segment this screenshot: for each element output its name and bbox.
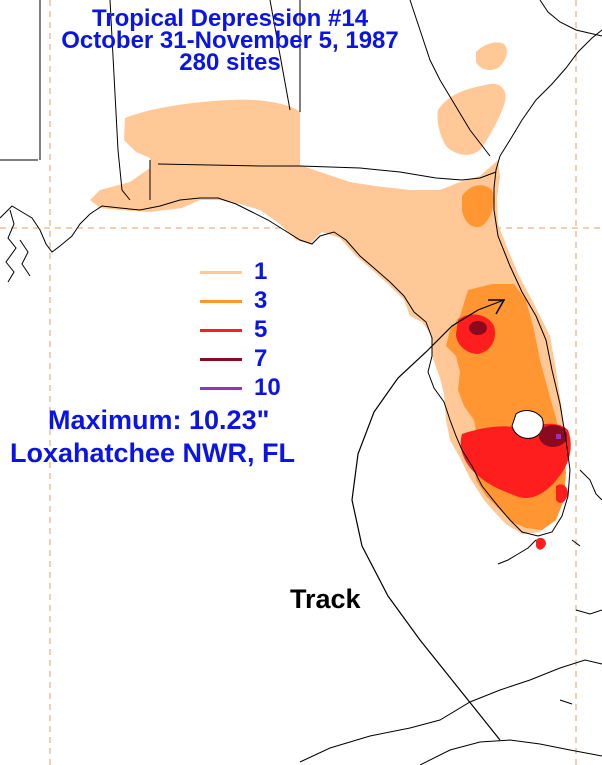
- legend-label-1in: 1: [254, 258, 268, 285]
- legend-label-10in: 10: [254, 374, 281, 401]
- legend-swatch-7in: [200, 358, 242, 361]
- maximum-location: Loxahatchee NWR, FL: [10, 438, 296, 468]
- title-line-1: Tropical Depression #14: [91, 5, 369, 32]
- rainfall-1in-area: [90, 42, 566, 534]
- legend-swatch-3in: [200, 300, 242, 303]
- rainfall-7in-area: [469, 321, 567, 447]
- track-label: Track: [290, 584, 361, 614]
- storm-track: [351, 299, 506, 741]
- title-line-2: October 31-November 5, 1987: [61, 27, 399, 54]
- legend-swatch-1in: [200, 271, 242, 274]
- rainfall-10in-area: [556, 434, 561, 439]
- legend-swatch-10in: [200, 387, 242, 390]
- legend-label-7in: 7: [254, 345, 268, 372]
- title-line-3: 280 sites: [179, 49, 281, 76]
- legend-swatch-5in: [200, 329, 242, 332]
- lake-okeechobee: [511, 410, 544, 439]
- legend-label-5in: 5: [254, 316, 268, 343]
- map-title: Tropical Depression #14 October 31-Novem…: [0, 5, 460, 76]
- maximum-value: Maximum: 10.23": [48, 405, 270, 435]
- rainfall-legend: 1 3 5 7 10: [200, 258, 310, 404]
- legend-label-3in: 3: [254, 287, 268, 314]
